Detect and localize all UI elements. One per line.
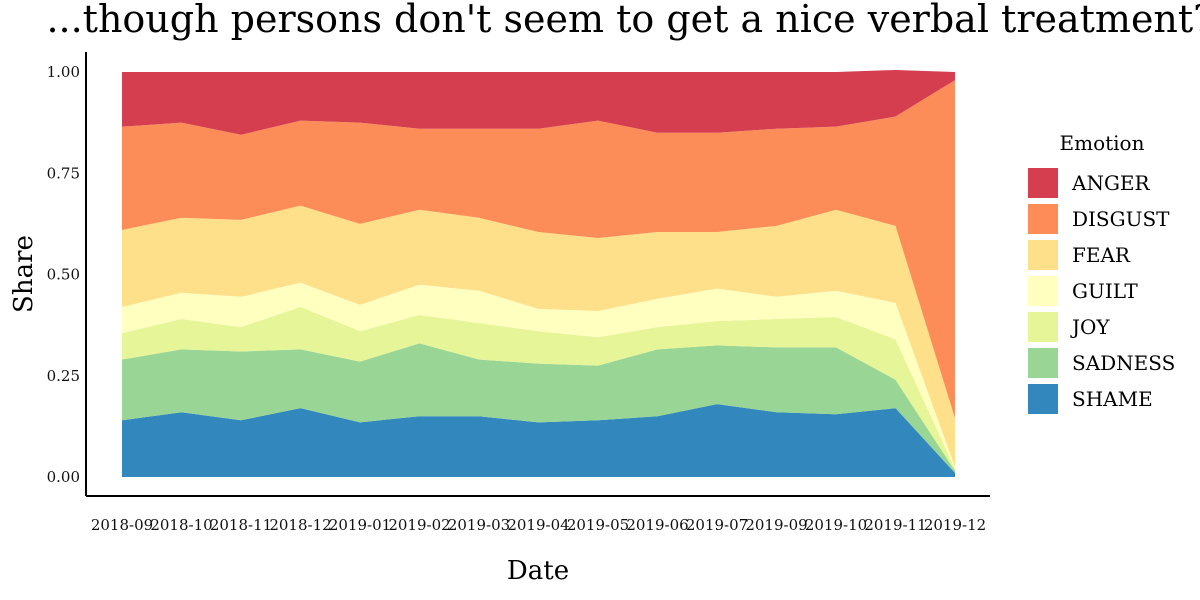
y-tick-labels: 0.00 0.25 0.50 0.75 1.00	[47, 63, 80, 486]
area-disgust	[122, 80, 955, 419]
area-layers	[122, 69, 955, 477]
y-tick-label: 0.25	[47, 367, 80, 385]
x-tick-label: 2019-02	[388, 516, 450, 534]
legend-swatch-shame	[1028, 384, 1058, 414]
x-tick-label: 2019-12	[924, 516, 986, 534]
area-guilt	[122, 282, 955, 469]
x-tick-label: 2019-06	[626, 516, 688, 534]
legend-label-disgust: DISGUST	[1072, 207, 1170, 231]
legend-label-fear: FEAR	[1072, 243, 1131, 267]
y-tick-label: 0.50	[47, 266, 80, 284]
y-tick-label: 0.75	[47, 164, 80, 182]
area-joy	[122, 306, 955, 471]
legend-swatch-sadness	[1028, 348, 1058, 378]
legend-swatch-guilt	[1028, 276, 1058, 306]
legend-label-guilt: GUILT	[1072, 279, 1138, 303]
area-sadness	[122, 343, 955, 473]
x-tick-label: 2019-03	[448, 516, 510, 534]
legend-label-joy: JOY	[1070, 315, 1110, 339]
legend-label-anger: ANGER	[1071, 171, 1151, 195]
y-tick-label: 0.00	[47, 468, 80, 486]
x-axis-title: Date	[507, 556, 569, 586]
area-anger	[122, 69, 955, 135]
x-tick-label: 2018-11	[210, 516, 272, 534]
x-tick-labels: 2018-092018-102018-112018-122019-012019-…	[91, 516, 986, 534]
legend-label-sadness: SADNESS	[1072, 351, 1175, 375]
area-shame	[122, 404, 955, 477]
legend-label-shame: SHAME	[1072, 387, 1153, 411]
x-tick-label: 2019-01	[329, 516, 391, 534]
x-tick-label: 2018-12	[269, 516, 331, 534]
area-fear	[122, 205, 955, 467]
legend-swatch-anger	[1028, 168, 1058, 198]
x-tick-label: 2019-05	[567, 516, 629, 534]
x-tick-label: 2019-07	[686, 516, 748, 534]
y-axis-title: Share	[9, 235, 39, 313]
legend-swatch-disgust	[1028, 204, 1058, 234]
legend-title: Emotion	[1060, 131, 1145, 155]
legend-swatch-fear	[1028, 240, 1058, 270]
x-tick-label: 2019-10	[805, 516, 867, 534]
x-tick-label: 2019-04	[507, 516, 569, 534]
y-tick-label: 1.00	[47, 63, 80, 81]
x-tick-label: 2019-09	[745, 516, 807, 534]
legend: Emotion ANGER DISGUST FEAR GUILT JOY SADNESS S…	[1028, 131, 1175, 414]
x-tick-label: 2018-09	[91, 516, 153, 534]
x-tick-label: 2018-10	[150, 516, 212, 534]
legend-swatch-joy	[1028, 312, 1058, 342]
chart-title: ...though persons don't seem to get a ni…	[46, 0, 1200, 41]
x-tick-label: 2019-11	[864, 516, 926, 534]
